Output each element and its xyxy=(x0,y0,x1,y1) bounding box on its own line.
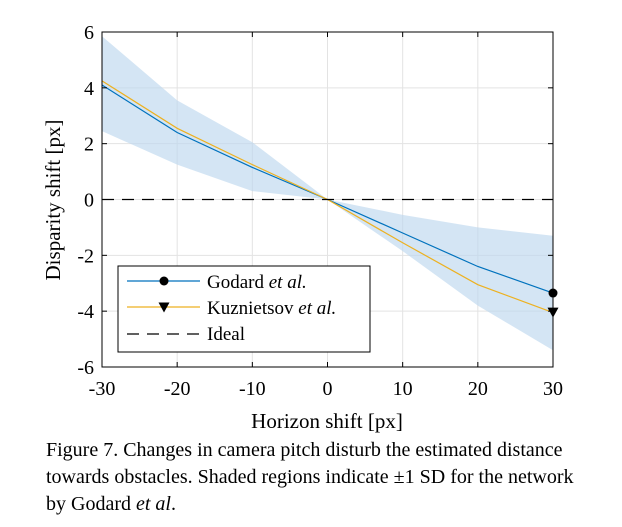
series-lines xyxy=(101,80,554,314)
figure-caption: Figure 7. Changes in camera pitch distur… xyxy=(46,437,618,518)
x-tick-label: -20 xyxy=(164,378,191,400)
y-axis-title: Disparity shift [px] xyxy=(41,120,65,281)
x-tick-label: 20 xyxy=(468,378,488,400)
legend-label-kuznietsov: Kuznietsov et al. xyxy=(207,298,336,319)
legend-label-godard: Godard et al. xyxy=(207,272,307,293)
x-tick-label: 30 xyxy=(543,378,563,400)
marker-godard-end xyxy=(548,288,558,298)
caption-line-1: Figure 7. Changes in camera pitch distur… xyxy=(46,439,563,461)
sd-band-godard xyxy=(102,36,553,351)
y-tick-label: 0 xyxy=(84,190,94,212)
legend-marker-kuznietsov xyxy=(158,302,170,313)
x-axis-title: Horizon shift [px] xyxy=(251,409,403,433)
legend-label-kuznietsov-name: Kuznietsov xyxy=(207,298,294,319)
x-tick-label: -10 xyxy=(239,378,266,400)
legend-label-godard-name: Godard xyxy=(207,272,264,293)
legend-label-godard-suffix: et al. xyxy=(269,272,307,293)
x-tick-label: -30 xyxy=(89,378,116,400)
legend: Godard et al. Kuznietsov et al. Ideal xyxy=(117,265,371,353)
y-tick-label: 4 xyxy=(84,78,94,100)
legend-label-ideal: Ideal xyxy=(207,324,245,345)
marker-kuznietsov-end xyxy=(547,307,559,318)
legend-marker-godard xyxy=(159,276,169,286)
caption-line-3-suffix: . xyxy=(170,493,176,515)
legend-label-kuznietsov-suffix: et al. xyxy=(298,298,336,319)
x-tick-label: 0 xyxy=(323,378,333,400)
y-tick-label: 6 xyxy=(84,22,94,44)
caption-line-3-prefix: by Godard xyxy=(46,493,131,515)
y-tick-label: -2 xyxy=(77,245,94,267)
caption-line-3-italic: et al xyxy=(135,493,171,515)
y-tick-label: -4 xyxy=(77,301,94,323)
caption-line-3: by Godard et al. xyxy=(46,491,618,518)
y-tick-label: 2 xyxy=(84,134,94,156)
end-markers xyxy=(547,288,559,318)
caption-line-2: towards obstacles. Shaded regions indica… xyxy=(46,466,574,488)
x-tick-label: 10 xyxy=(393,378,413,400)
y-tick-label: -6 xyxy=(77,357,94,379)
